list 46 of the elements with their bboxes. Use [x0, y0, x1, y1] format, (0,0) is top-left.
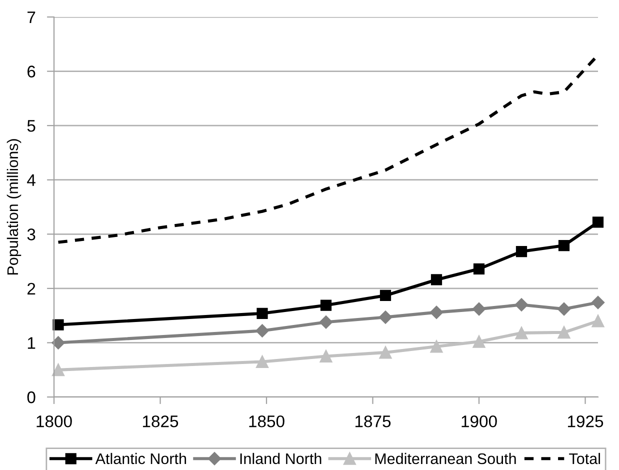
x-tick-label: 1900	[462, 415, 497, 428]
point	[430, 340, 443, 353]
point	[514, 298, 528, 312]
point	[591, 296, 605, 310]
x-tick-label: 1875	[355, 415, 391, 428]
point	[52, 319, 64, 330]
x-tick-label: 1800	[36, 415, 72, 428]
y-tick-label: 6	[28, 66, 36, 78]
y-axis-title: Population (millions)	[6, 139, 22, 275]
point	[380, 290, 392, 302]
y-tick-label: 2	[28, 282, 36, 294]
point	[557, 302, 571, 316]
point	[256, 355, 268, 368]
point	[558, 326, 570, 339]
y-tick-label: 1	[28, 337, 36, 349]
legend-label: Total	[569, 452, 600, 464]
point	[378, 310, 392, 324]
y-tick-label: 4	[27, 174, 36, 186]
point	[52, 336, 65, 350]
point	[379, 346, 392, 359]
point	[430, 274, 442, 286]
y-tick-label: 3	[27, 228, 36, 240]
point	[558, 240, 570, 252]
point	[320, 350, 332, 363]
point	[516, 246, 528, 258]
x-tick-label: 1850	[249, 415, 284, 428]
point	[52, 364, 64, 376]
point	[473, 263, 485, 274]
point	[430, 306, 444, 319]
point	[515, 326, 528, 340]
point	[256, 308, 268, 319]
x-tick-label: 1925	[568, 415, 604, 428]
point	[319, 316, 333, 329]
legend-label: Mediterranean South	[375, 452, 516, 464]
y-tick-label: 5	[27, 120, 36, 132]
y-tick-label: 7	[28, 12, 36, 24]
legend-label: Atlantic North	[95, 452, 186, 464]
y-tick-label: 0	[27, 391, 36, 404]
point	[256, 324, 269, 338]
point	[472, 335, 486, 348]
x-tick-label: 1825	[142, 415, 178, 428]
point	[472, 302, 486, 316]
point	[320, 300, 332, 311]
point	[592, 216, 604, 228]
legend-label: Inland North	[240, 452, 322, 464]
point	[592, 314, 604, 328]
